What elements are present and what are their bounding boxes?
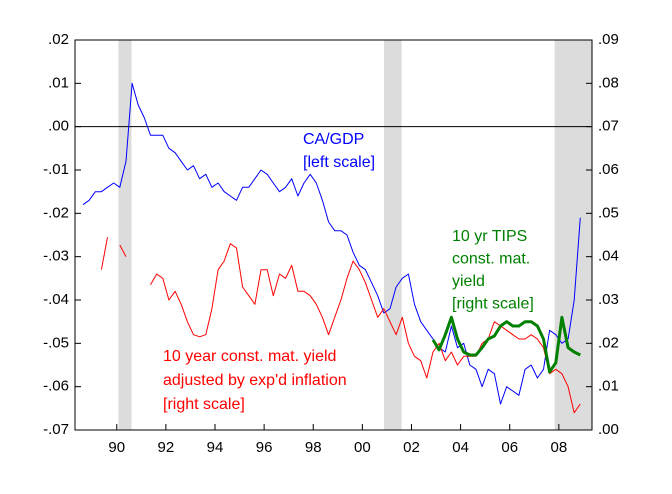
y-tick-label: -.04 [43,291,69,308]
y-tick-label: -.06 [43,378,69,395]
plot-frame [74,39,593,431]
y2-tick-label: .04 [598,248,619,265]
x-tick-label: 98 [305,439,322,456]
y-tick-label: -.01 [43,161,69,178]
series-line [431,315,581,374]
annotation: const. mat. [452,251,530,268]
y2-tick-label: .02 [598,334,619,351]
y2-tick-label: .07 [598,118,619,135]
y2-tick-label: .09 [598,31,619,48]
x-tick-label: 02 [403,439,420,456]
y-tick-label: -.07 [43,421,69,438]
y-tick-label: .00 [48,118,69,135]
x-tick-label: 94 [207,439,224,456]
series-line [100,237,581,414]
annotation: [right scale] [163,396,245,413]
x-tick-label: 92 [158,439,175,456]
y2-tick-label: .08 [598,74,619,91]
y-tick-label: -.03 [43,248,69,265]
annotation: 10 year const. mat. yield [163,348,336,365]
recession-band [554,40,592,430]
series-line [82,82,581,405]
y2-tick-label: .00 [598,421,619,438]
annotation: yield [452,273,485,290]
x-tick-label: 90 [108,439,125,456]
y2-tick-label: .05 [598,204,619,221]
y-tick-label: .01 [48,74,69,91]
x-tick-label: 96 [256,439,273,456]
y2-tick-label: .01 [598,378,619,395]
x-tick-label: 00 [354,439,371,456]
x-tick-label: 08 [550,439,567,456]
y-tick-label: .02 [48,31,69,48]
y-tick-label: -.05 [43,334,69,351]
annotation: CA/GDP [303,131,364,148]
annotation: [right scale] [452,296,534,313]
annotation: adjusted by exp'd inflation [163,372,347,389]
recession-band [383,40,402,430]
y-tick-label: -.02 [43,204,69,221]
x-tick-label: 04 [452,439,469,456]
annotation: 10 yr TIPS [452,228,527,245]
x-tick-label: 06 [501,439,518,456]
recession-band [118,40,132,430]
annotation: [left scale] [303,154,375,171]
y2-tick-label: .06 [598,161,619,178]
y2-tick-label: .03 [598,291,619,308]
